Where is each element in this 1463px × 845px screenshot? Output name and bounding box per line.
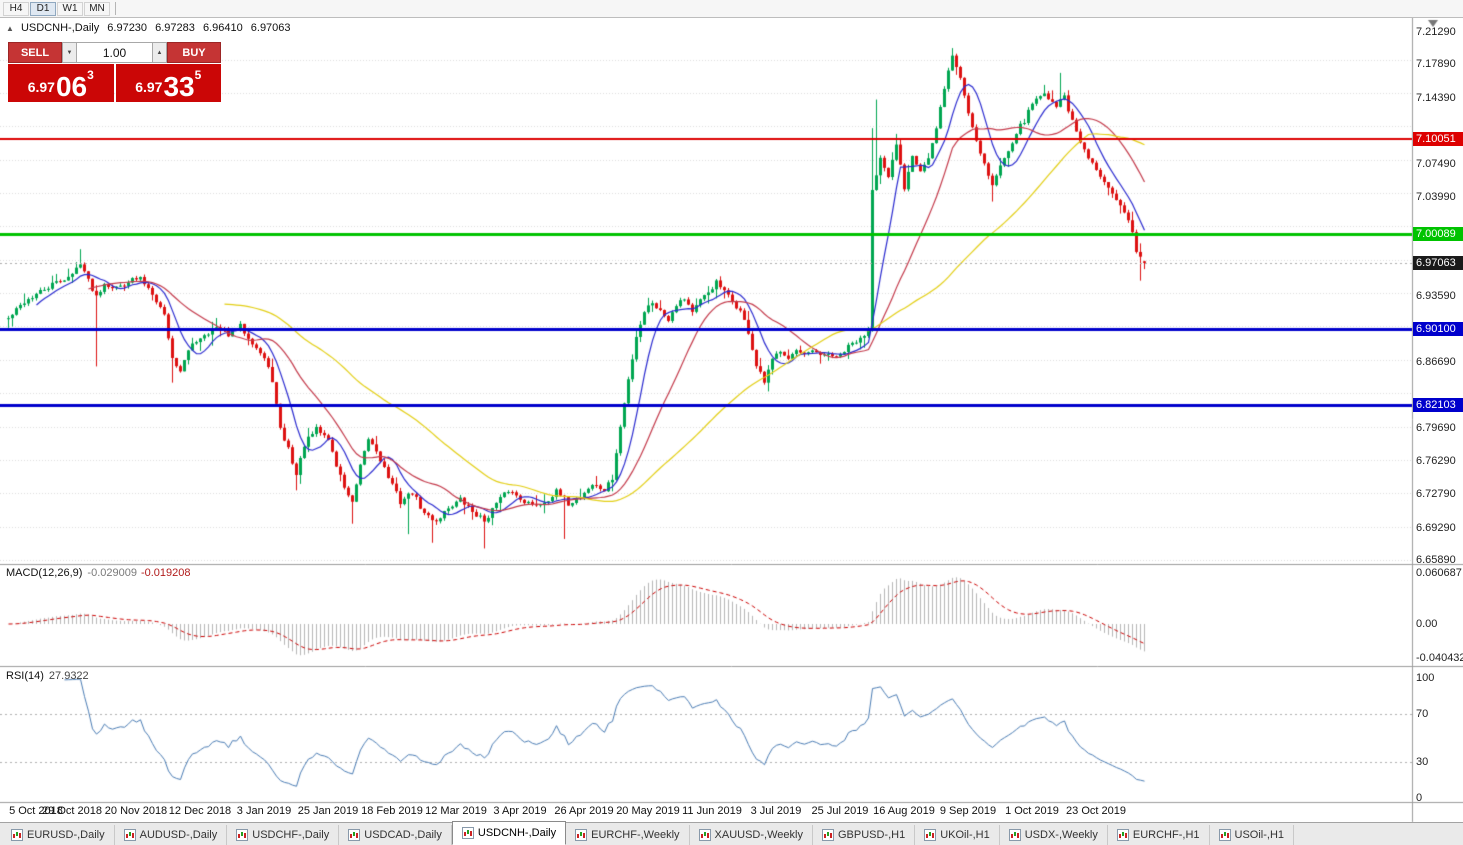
macd-signal-value: -0.019208 xyxy=(140,567,191,579)
timeframe-w1[interactable]: W1 xyxy=(57,1,83,16)
price-tick: 7.07490 xyxy=(1416,158,1456,170)
tab-usdcnh-daily[interactable]: USDCNH-,Daily xyxy=(451,821,567,845)
collapse-trade-panel-icon[interactable]: ▲ xyxy=(6,24,14,33)
tab-label: USDCNH-,Daily xyxy=(477,827,557,839)
mini-chart-icon xyxy=(348,829,361,841)
tab-ukoil-h1[interactable]: UKOil-,H1 xyxy=(915,825,1000,845)
mini-chart-icon xyxy=(1008,829,1021,841)
chart-ohlc-header: ▲ USDCNH-,Daily 6.97230 6.97283 6.96410 … xyxy=(6,22,296,34)
tab-label: USDX-,Weekly xyxy=(1024,829,1098,841)
buy-price-point: 5 xyxy=(194,68,202,82)
timeframe-buttons: H4 D1 W1 MN xyxy=(3,1,111,16)
price-tick: 7.03990 xyxy=(1416,191,1456,203)
timeframe-h4[interactable]: H4 xyxy=(3,1,29,16)
tab-eurchf-h1[interactable]: EURCHF-,H1 xyxy=(1108,825,1210,845)
mini-chart-icon xyxy=(1116,829,1129,841)
buy-price-pips: 33 xyxy=(163,71,195,102)
price-tick: 7.17890 xyxy=(1416,58,1456,70)
rsi-axis-tick: 100 xyxy=(1416,672,1435,684)
macd-axis-tick: 0.00 xyxy=(1416,618,1438,630)
buy-price-major: 6.97 xyxy=(135,79,163,95)
volume-dropdown-icon[interactable]: ▼ xyxy=(62,42,77,63)
level-price-badge: 6.82103 xyxy=(1413,398,1463,412)
tab-gbpusd-h1[interactable]: GBPUSD-,H1 xyxy=(813,825,916,845)
mini-chart-icon xyxy=(236,829,249,841)
ohlc-low: 6.96410 xyxy=(202,22,243,34)
timeframe-d1[interactable]: D1 xyxy=(30,1,56,16)
mini-chart-icon xyxy=(821,829,834,841)
mini-chart-icon xyxy=(698,829,711,841)
buy-button[interactable]: BUY xyxy=(167,42,221,63)
tab-label: EURUSD-,Daily xyxy=(27,829,105,841)
tab-usoil-h1[interactable]: USOil-,H1 xyxy=(1210,825,1295,845)
macd-axis-tick: -0.040432 xyxy=(1416,652,1463,664)
mini-chart-icon xyxy=(575,829,588,841)
price-tick: 6.69290 xyxy=(1416,522,1456,534)
price-tick: 7.21290 xyxy=(1416,26,1456,38)
tab-usdchf-daily[interactable]: USDCHF-,Daily xyxy=(227,825,340,845)
timeframe-mn[interactable]: MN xyxy=(84,1,110,16)
macd-axis-tick: 0.060687 xyxy=(1416,567,1462,579)
price-tick: 6.86690 xyxy=(1416,356,1456,368)
toolbar-separator xyxy=(115,2,116,15)
mini-chart-icon xyxy=(1218,829,1231,841)
sell-price-display[interactable]: 6.97 06 3 xyxy=(8,64,114,102)
tab-usdx-weekly[interactable]: USDX-,Weekly xyxy=(1000,825,1108,845)
mini-chart-icon xyxy=(11,829,23,841)
tab-label: EURCHF-,H1 xyxy=(1132,829,1200,841)
one-click-trading-panel: SELL ▼ ▲ BUY 6.97 06 3 6.97 33 5 xyxy=(8,42,221,102)
rsi-axis-tick: 30 xyxy=(1416,756,1429,768)
mini-chart-icon xyxy=(461,827,474,839)
tab-label: GBPUSD-,H1 xyxy=(837,829,906,841)
price-tick: 6.93590 xyxy=(1416,290,1456,302)
sell-price-point: 3 xyxy=(87,68,94,82)
sell-price-major: 6.97 xyxy=(27,79,55,95)
tab-label: UKOil-,H1 xyxy=(940,829,990,841)
tab-label: USDCAD-,Daily xyxy=(364,829,442,841)
tab-label: AUDUSD-,Daily xyxy=(139,829,218,841)
rsi-name: RSI(14) xyxy=(6,670,44,682)
price-tick: 6.76290 xyxy=(1416,455,1456,467)
rsi-axis-tick: 70 xyxy=(1416,708,1429,720)
macd-indicator-label: MACD(12,26,9) -0.029009 -0.019208 xyxy=(6,567,191,579)
tab-label: XAUUSD-,Weekly xyxy=(714,829,803,841)
level-price-badge: 7.10051 xyxy=(1413,132,1463,146)
mini-chart-icon xyxy=(924,829,937,841)
volume-input[interactable] xyxy=(77,42,152,63)
price-tick: 7.14390 xyxy=(1416,92,1456,104)
macd-main-value: -0.029009 xyxy=(87,567,137,579)
ohlc-open: 6.97230 xyxy=(107,22,148,34)
rsi-indicator-label: RSI(14) 27.9322 xyxy=(6,670,89,682)
tab-eurusd-daily[interactable]: EURUSD-,Daily xyxy=(2,825,115,845)
rsi-value: 27.9322 xyxy=(48,670,89,682)
price-tick: 6.72790 xyxy=(1416,488,1456,500)
volume-increase-icon[interactable]: ▲ xyxy=(152,42,167,63)
level-price-badge: 7.00089 xyxy=(1413,227,1463,241)
tab-xauusd-weekly[interactable]: XAUUSD-,Weekly xyxy=(690,825,813,845)
level-price-badge: 6.90100 xyxy=(1413,322,1463,336)
price-scale[interactable]: 7.21290 7.17890 7.14390 7.07490 7.03990 6.935… xyxy=(1413,0,1463,844)
chart-symbol-title: USDCNH-,Daily xyxy=(20,22,100,34)
rsi-axis-tick: 0 xyxy=(1416,792,1423,804)
chart-tab-bar: EURUSD-,Daily AUDUSD-,Daily USDCHF-,Daily U… xyxy=(0,821,1463,845)
ohlc-high: 6.97283 xyxy=(155,22,195,34)
tab-eurchf-weekly[interactable]: EURCHF-,Weekly xyxy=(566,825,690,845)
price-tick: 6.65890 xyxy=(1416,554,1456,566)
sell-button[interactable]: SELL xyxy=(8,42,62,63)
tab-label: EURCHF-,Weekly xyxy=(591,829,680,841)
price-tick: 6.79690 xyxy=(1416,422,1456,434)
sell-price-pips: 06 xyxy=(55,71,88,102)
mini-chart-icon xyxy=(123,829,136,841)
buy-price-display[interactable]: 6.97 33 5 xyxy=(115,64,221,102)
tab-label: USDCHF-,Daily xyxy=(252,829,330,841)
tab-label: USOil-,H1 xyxy=(1234,829,1285,841)
current-price-badge: 6.97063 xyxy=(1413,256,1463,270)
tab-audusd-daily[interactable]: AUDUSD-,Daily xyxy=(115,825,228,845)
timeframe-toolbar: H4 D1 W1 MN xyxy=(0,0,1463,18)
macd-name: MACD(12,26,9) xyxy=(6,567,83,579)
ohlc-close: 6.97063 xyxy=(250,22,291,34)
tab-usdcad-daily[interactable]: USDCAD-,Daily xyxy=(339,825,452,845)
